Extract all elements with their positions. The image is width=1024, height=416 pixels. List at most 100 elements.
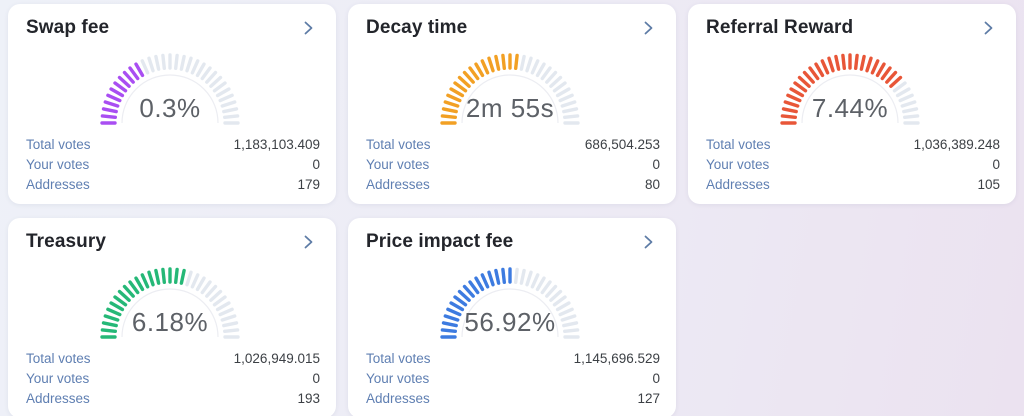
stats-list: Total votes 1,026,949.015 Your votes 0 Addre… [20,348,320,408]
stat-value: 1,026,949.015 [233,350,320,366]
card-header: Price impact fee [360,230,660,254]
card-title: Decay time [366,17,468,38]
gauge-tick-empty [549,75,563,88]
gauge-tick-filled [109,301,125,312]
gauge-tick-filled [786,93,802,103]
gauge-tick-empty [220,314,237,322]
gauge-tick-filled [468,280,480,295]
gauge-tick-filled [783,100,800,108]
gauge-tick-filled [513,53,519,70]
stat-row: Your votes 0 [26,368,320,388]
gauge-tick-filled [147,270,155,287]
stat-value: 1,036,389.248 [913,136,1000,152]
gauge-tick-empty [555,301,571,312]
gauge-tick-filled [122,284,135,298]
gauge-tick-filled [462,70,475,84]
gauge-tick-filled [457,75,471,88]
gauge-tick-filled [441,107,458,114]
stat-row: Your votes 0 [366,368,660,388]
gauge-tick-empty [154,54,161,71]
stat-label: Your votes [26,156,90,172]
gauge-tick-empty [545,70,558,84]
gauge-tick-empty [222,107,239,114]
gauge-tick-filled [134,62,145,78]
card-decay-time[interactable]: Decay time 2m 55s Total votes 686,504.253… [348,4,676,204]
gauge-tick-empty [530,59,540,75]
gauge-tick-empty [892,81,907,93]
card-title: Swap fee [26,17,110,38]
stat-value: 0 [312,370,320,386]
stat-label: Total votes [706,136,771,152]
gauge-tick-empty [558,307,574,317]
gauge-tick-filled [440,114,457,120]
open-details-button[interactable] [296,16,320,40]
stat-row: Addresses 105 [706,174,1000,194]
stats-list: Total votes 1,183,103.409 Your votes 0 Addre… [20,134,320,194]
open-details-button[interactable] [296,230,320,254]
gauge-tick-empty [200,280,212,295]
gauge-tick-filled [480,59,490,75]
gauge-tick-filled [885,70,898,84]
stats-list: Total votes 1,036,389.248 Your votes 0 Addre… [700,134,1000,194]
gauge-tick-filled [870,59,880,75]
gauge-tick-empty [190,273,200,289]
stat-value: 179 [297,176,320,192]
stat-value: 127 [637,390,660,406]
gauge-tick-empty [540,280,552,295]
gauge-tick-filled [443,100,460,108]
gauge-tick-filled [101,321,118,328]
gauge-tick-filled [802,70,815,84]
stats-list: Total votes 686,504.253 Your votes 0 Address… [360,134,660,194]
stat-label: Total votes [366,350,431,366]
stat-value: 0 [652,156,660,172]
gauge-tick-filled [474,276,485,292]
stat-label: Addresses [706,176,770,192]
gauge-tick-filled [100,114,117,120]
stat-row: Your votes 0 [706,154,1000,174]
stat-row: Total votes 1,145,696.529 [366,348,660,368]
gauge-tick-filled [834,54,841,71]
card-referral-reward[interactable]: Referral Reward 7.44% Total votes 1,036,3… [688,4,1016,204]
gauge-tick-empty [185,56,193,73]
stat-row: Total votes 1,036,389.248 [706,134,1000,154]
gauge-tick-empty [218,307,234,317]
card-treasury[interactable]: Treasury 6.18% Total votes 1,026,949.015 Y… [8,218,336,416]
stat-value: 1,183,103.409 [233,136,320,152]
gauge-tick-empty [147,56,155,73]
card-header: Referral Reward [700,16,1000,40]
gauge-tick-empty [190,59,200,75]
gauge-tick-empty [209,75,223,88]
gauge-tick-filled [128,66,140,81]
gauge-value: 7.44% [811,93,889,123]
gauge-tick-filled [106,307,122,317]
gauge-tick-filled [781,107,798,114]
open-details-button[interactable] [636,230,660,254]
gauge-tick-filled [827,56,835,73]
stat-value: 193 [297,390,320,406]
gauge-tick-empty [195,62,206,78]
stat-label: Addresses [26,390,90,406]
stat-label: Total votes [366,136,431,152]
gauge-tick-filled [446,93,462,103]
gauge-value: 0.3% [139,93,201,123]
open-details-button[interactable] [976,16,1000,40]
gauge-tick-filled [441,321,458,328]
gauge-value: 6.18% [131,307,209,337]
gauge-tick-filled [134,276,145,292]
gauge-tick-empty [545,284,558,298]
gauge-tick-empty [562,321,579,328]
stat-label: Your votes [366,370,430,386]
gauge-value: 56.92% [464,307,556,337]
gauge-tick-empty [900,100,917,108]
stat-label: Your votes [706,156,770,172]
gauge-tick-filled [449,301,465,312]
gauge-area: 7.44% [700,40,1000,126]
card-price-impact-fee[interactable]: Price impact fee 56.92% Total votes 1,145… [348,218,676,416]
gauge-tick-filled [179,268,186,285]
open-details-button[interactable] [636,16,660,40]
gauge-tick-empty [215,87,231,98]
gauge-tick-filled [875,62,886,78]
gauge-tick-empty [140,59,150,75]
card-swap-fee[interactable]: Swap fee 0.3% Total votes 1,183,103.409 Yo… [8,4,336,204]
gauge-tick-filled [880,66,892,81]
